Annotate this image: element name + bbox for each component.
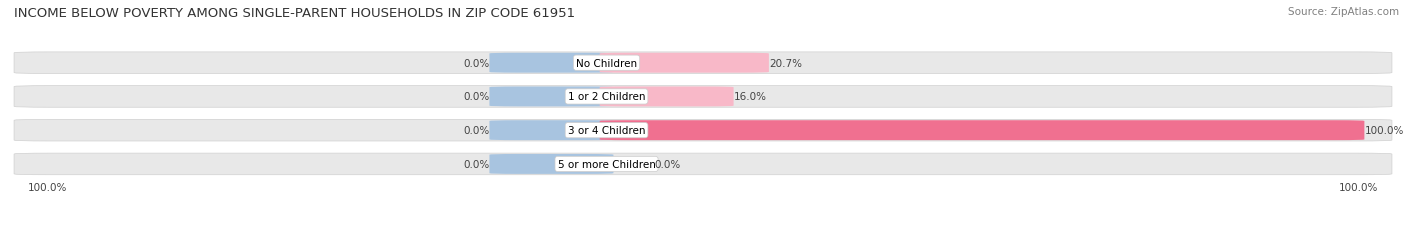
Text: 0.0%: 0.0% (463, 92, 489, 102)
FancyBboxPatch shape (14, 86, 1392, 108)
Text: 100.0%: 100.0% (1339, 182, 1378, 192)
Text: 0.0%: 0.0% (463, 159, 489, 169)
Text: 16.0%: 16.0% (734, 92, 766, 102)
FancyBboxPatch shape (599, 87, 734, 107)
Text: 3 or 4 Children: 3 or 4 Children (568, 126, 645, 136)
Text: 20.7%: 20.7% (769, 58, 801, 68)
FancyBboxPatch shape (14, 153, 1392, 175)
Text: No Children: No Children (576, 58, 637, 68)
FancyBboxPatch shape (599, 54, 769, 73)
Text: 100.0%: 100.0% (1364, 126, 1403, 136)
FancyBboxPatch shape (14, 120, 1392, 141)
FancyBboxPatch shape (489, 154, 613, 174)
Text: Source: ZipAtlas.com: Source: ZipAtlas.com (1288, 7, 1399, 17)
Text: 0.0%: 0.0% (463, 58, 489, 68)
Text: INCOME BELOW POVERTY AMONG SINGLE-PARENT HOUSEHOLDS IN ZIP CODE 61951: INCOME BELOW POVERTY AMONG SINGLE-PARENT… (14, 7, 575, 20)
Text: 5 or more Children: 5 or more Children (558, 159, 655, 169)
FancyBboxPatch shape (599, 121, 1364, 140)
FancyBboxPatch shape (489, 87, 613, 107)
FancyBboxPatch shape (14, 53, 1392, 74)
FancyBboxPatch shape (489, 54, 613, 73)
Text: 0.0%: 0.0% (655, 159, 681, 169)
Text: 100.0%: 100.0% (28, 182, 67, 192)
Text: 0.0%: 0.0% (463, 126, 489, 136)
Text: 1 or 2 Children: 1 or 2 Children (568, 92, 645, 102)
FancyBboxPatch shape (489, 121, 613, 140)
